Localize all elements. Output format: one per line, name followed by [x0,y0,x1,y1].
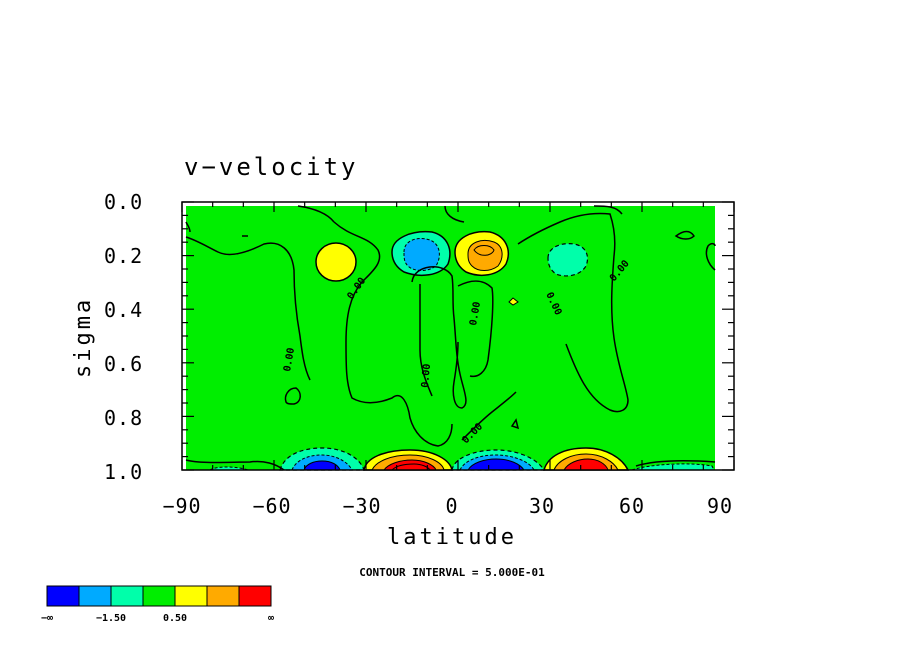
feature-positive-surface-right [543,447,630,471]
y-tick-label: 0.2 [104,244,143,268]
y-axis-label: sigma [71,297,96,378]
chart-title: v−velocity [184,153,359,181]
x-tick-label: −90 [162,494,201,518]
colorbar: −∞ −1.50 0.50 ∞ [41,585,274,624]
colorbar-label: 0.50 [163,613,187,624]
colorbar-swatch [110,585,144,607]
y-axis: 0.0 0.2 0.4 0.6 0.8 1.0 sigma [71,190,143,484]
x-axis: −90 −60 −30 0 30 60 90 latitude [162,494,733,550]
feature-negative-upper-right [547,243,589,277]
feature-positive-surface-center-left [363,449,453,471]
svg-text:0.00: 0.00 [468,301,483,327]
svg-text:0.00: 0.00 [282,347,297,373]
colorbar-swatch [206,585,240,607]
axes-frame [181,201,735,471]
feature-positive-upper-center [454,230,510,277]
x-tick-label: 60 [619,494,645,518]
x-tick-label: −60 [252,494,291,518]
x-tick-label: −30 [342,494,381,518]
colorbar-swatches [46,585,272,607]
colorbar-label: ∞ [268,613,274,624]
y-tick-label: 0.4 [104,298,143,322]
x-axis-label: latitude [387,525,517,550]
x-tick-label: 30 [529,494,555,518]
colorbar-swatch [142,585,176,607]
svg-text:0.00: 0.00 [420,363,433,388]
colorbar-label: −1.50 [96,613,126,624]
colorbar-swatch [78,585,112,607]
y-tick-label: 0.6 [104,352,143,376]
filled-contours [208,230,715,471]
y-tick-label: 0.8 [104,406,143,430]
colorbar-label: −∞ [41,613,53,624]
feature-positive-upper-left [315,242,357,282]
y-tick-label: 0.0 [104,190,143,214]
zero-contours [185,205,716,471]
contour-interval-text: CONTOUR INTERVAL = 5.000E-01 [359,566,545,579]
axis-ticks [181,201,735,471]
background-field [186,206,715,470]
plot-area: 0.00 0.00 0.00 0.00 0.00 0.00 0.00 [185,205,716,471]
y-tick-label: 1.0 [104,460,143,484]
colorbar-swatch [46,585,80,607]
colorbar-swatch [238,585,272,607]
colorbar-swatch [174,585,208,607]
feature-negative-surface-center-right [451,449,546,471]
feature-negative-upper-center [391,230,451,277]
x-tick-label: 90 [707,494,733,518]
small-positive-spot [508,297,519,306]
x-tick-label: 0 [445,494,458,518]
feature-negative-surface-left [279,447,365,471]
